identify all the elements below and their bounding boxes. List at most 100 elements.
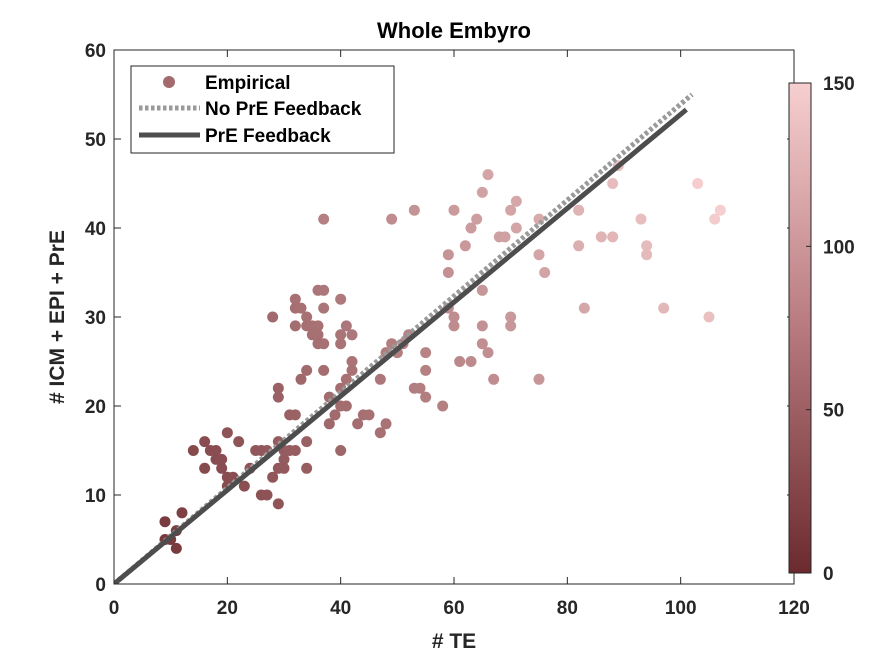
empirical-point bbox=[221, 427, 233, 439]
empirical-point bbox=[476, 186, 488, 198]
empirical-point bbox=[267, 311, 279, 323]
empirical-point bbox=[539, 267, 551, 278]
x-tick-label: 120 bbox=[778, 598, 810, 619]
legend-no-feedback-label: No PrE Feedback bbox=[205, 99, 362, 120]
y-tick-label: 60 bbox=[85, 41, 106, 62]
colorbar-tick-label: 50 bbox=[823, 401, 844, 422]
empirical-point bbox=[278, 453, 290, 465]
y-tick-label: 20 bbox=[85, 397, 106, 418]
empirical-point bbox=[533, 249, 545, 261]
x-tick-label: 0 bbox=[109, 598, 120, 619]
empirical-point bbox=[335, 293, 347, 305]
empirical-point bbox=[301, 462, 313, 474]
empirical-point bbox=[465, 356, 477, 367]
empirical-point bbox=[318, 364, 330, 376]
y-tick-label: 40 bbox=[85, 219, 106, 240]
empirical-point bbox=[476, 320, 488, 332]
empirical-point bbox=[233, 436, 245, 448]
empirical-point bbox=[346, 364, 358, 376]
empirical-point bbox=[459, 240, 471, 252]
empirical-point bbox=[329, 409, 341, 421]
empirical-point bbox=[272, 382, 284, 394]
empirical-point bbox=[420, 364, 432, 376]
empirical-point bbox=[238, 480, 250, 492]
x-axis-label: # TE bbox=[432, 630, 476, 653]
empirical-point bbox=[703, 311, 715, 323]
chart-title: Whole Embyro bbox=[377, 18, 531, 43]
empirical-point bbox=[312, 329, 324, 341]
empirical-point bbox=[448, 311, 460, 323]
empirical-point bbox=[352, 418, 364, 430]
x-tick-label: 80 bbox=[557, 598, 578, 619]
empirical-point bbox=[301, 311, 313, 323]
empirical-point bbox=[476, 284, 488, 296]
empirical-point bbox=[420, 347, 432, 359]
x-tick-label: 40 bbox=[330, 598, 351, 619]
legend-box bbox=[130, 65, 395, 154]
empirical-point bbox=[510, 222, 522, 234]
empirical-point bbox=[272, 391, 284, 403]
empirical-point bbox=[488, 373, 500, 385]
colorbar-tick-label: 0 bbox=[823, 564, 834, 585]
empirical-point bbox=[289, 409, 301, 421]
legend: Empirical No PrE Feedback PrE Feedback bbox=[130, 65, 395, 154]
empirical-point bbox=[595, 231, 607, 243]
empirical-point bbox=[289, 320, 301, 332]
colorbar-tick-label: 100 bbox=[823, 237, 855, 258]
empirical-points bbox=[159, 160, 726, 554]
colorbar-gradient bbox=[788, 82, 812, 574]
empirical-point bbox=[465, 222, 477, 234]
empirical-point bbox=[454, 356, 466, 367]
empirical-point bbox=[295, 373, 307, 385]
empirical-point bbox=[295, 302, 307, 314]
empirical-point bbox=[216, 462, 228, 474]
empirical-point bbox=[442, 267, 454, 278]
empirical-point bbox=[448, 320, 460, 332]
y-axis: 0 10 20 30 40 50 60 bbox=[85, 41, 794, 596]
empirical-point bbox=[448, 204, 460, 216]
empirical-point bbox=[289, 293, 301, 305]
empirical-point bbox=[346, 356, 358, 367]
empirical-point bbox=[471, 213, 483, 225]
empirical-point bbox=[658, 302, 670, 314]
colorbar: 0 50 100 150 bbox=[788, 74, 855, 585]
empirical-point bbox=[709, 213, 721, 225]
empirical-point bbox=[340, 400, 352, 412]
empirical-point bbox=[176, 507, 188, 519]
empirical-point bbox=[159, 516, 171, 528]
empirical-point bbox=[335, 338, 347, 350]
empirical-point bbox=[318, 338, 330, 350]
empirical-point bbox=[420, 391, 432, 403]
colorbar-ticks: 0 50 100 150 bbox=[806, 74, 855, 585]
legend-feedback-label: PrE Feedback bbox=[205, 126, 331, 147]
empirical-point bbox=[301, 436, 313, 448]
x-tick-label: 60 bbox=[443, 598, 464, 619]
empirical-point bbox=[533, 373, 545, 385]
empirical-point bbox=[289, 445, 301, 456]
empirical-point bbox=[714, 204, 726, 216]
empirical-point bbox=[335, 445, 347, 456]
empirical-point bbox=[199, 436, 211, 448]
empirical-point bbox=[272, 498, 284, 510]
empirical-point bbox=[578, 302, 590, 314]
empirical-point bbox=[505, 320, 517, 332]
empirical-point bbox=[267, 471, 279, 483]
empirical-point bbox=[278, 462, 290, 474]
empirical-point bbox=[386, 213, 398, 225]
empirical-point bbox=[641, 240, 653, 252]
empirical-point bbox=[607, 178, 619, 189]
empirical-point bbox=[312, 320, 324, 332]
empirical-point bbox=[363, 409, 375, 421]
empirical-point bbox=[301, 364, 313, 376]
colorbar-tick-label: 150 bbox=[823, 74, 855, 95]
empirical-point bbox=[499, 231, 511, 243]
empirical-point bbox=[505, 204, 517, 216]
empirical-point bbox=[374, 373, 386, 385]
pre-feedback-line bbox=[114, 107, 688, 584]
empirical-point bbox=[635, 213, 647, 225]
empirical-point bbox=[641, 249, 653, 261]
empirical-point bbox=[340, 320, 352, 332]
y-tick-label: 0 bbox=[95, 575, 106, 596]
empirical-point bbox=[187, 445, 199, 456]
empirical-point bbox=[505, 311, 517, 323]
